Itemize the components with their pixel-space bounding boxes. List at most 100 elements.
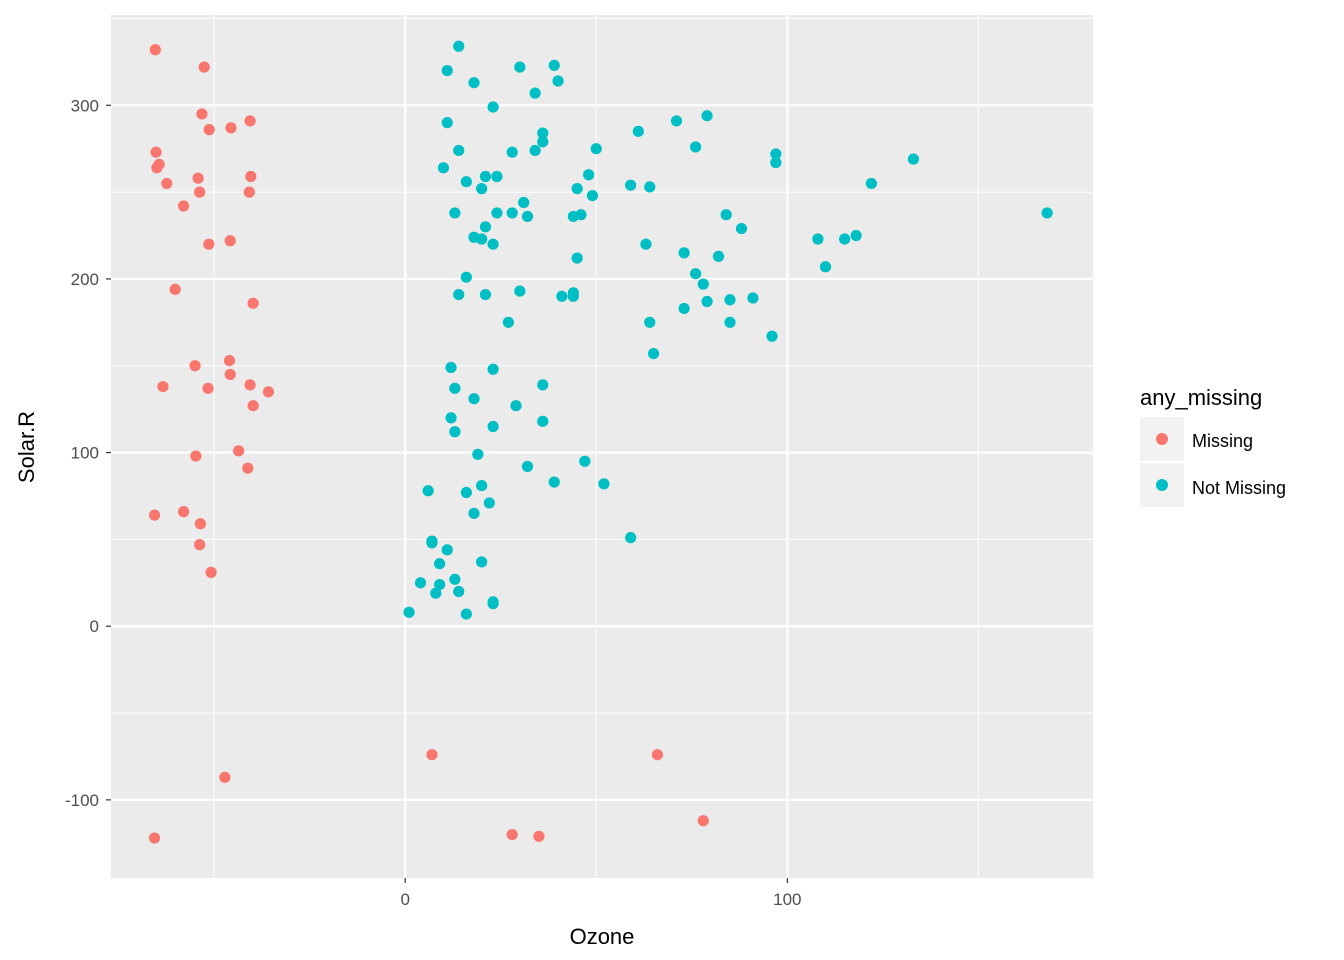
point-not-missing bbox=[747, 292, 759, 304]
point-not-missing bbox=[441, 544, 453, 556]
point-missing bbox=[233, 445, 245, 457]
point-not-missing bbox=[483, 497, 495, 509]
point-missing bbox=[194, 186, 206, 198]
point-not-missing bbox=[640, 238, 652, 250]
point-missing bbox=[242, 462, 254, 474]
point-not-missing bbox=[850, 229, 862, 242]
point-missing bbox=[426, 749, 438, 761]
x-axis-title: Ozone bbox=[570, 924, 635, 949]
point-missing bbox=[533, 830, 545, 842]
point-not-missing bbox=[506, 146, 518, 158]
point-not-missing bbox=[625, 532, 637, 544]
legend-marker-not-missing bbox=[1156, 479, 1168, 491]
point-not-missing bbox=[839, 233, 851, 245]
point-missing bbox=[243, 186, 255, 198]
point-missing bbox=[247, 400, 259, 412]
point-not-missing bbox=[865, 177, 877, 190]
point-not-missing bbox=[518, 196, 530, 209]
point-not-missing bbox=[460, 271, 472, 283]
point-not-missing bbox=[487, 101, 499, 113]
point-not-missing bbox=[766, 330, 778, 342]
y-tick-label: 100 bbox=[71, 444, 99, 463]
point-missing bbox=[148, 832, 161, 844]
point-not-missing bbox=[571, 183, 583, 195]
point-not-missing bbox=[441, 117, 453, 129]
point-not-missing bbox=[487, 238, 499, 250]
point-missing bbox=[151, 162, 163, 174]
point-missing bbox=[223, 354, 236, 367]
point-not-missing bbox=[571, 252, 583, 264]
point-missing bbox=[196, 108, 208, 120]
point-not-missing bbox=[479, 288, 492, 301]
point-not-missing bbox=[575, 209, 587, 221]
minor-gridlines bbox=[111, 15, 1093, 878]
point-not-missing bbox=[460, 176, 472, 188]
point-not-missing bbox=[510, 400, 522, 412]
point-missing bbox=[192, 172, 204, 184]
point-not-missing bbox=[632, 125, 644, 137]
point-not-missing bbox=[479, 170, 492, 183]
point-not-missing bbox=[453, 288, 465, 301]
point-not-missing bbox=[819, 261, 832, 273]
x-axis-ticks: 0 100 bbox=[400, 878, 802, 909]
point-not-missing bbox=[724, 294, 736, 306]
point-missing bbox=[169, 283, 181, 295]
point-not-missing bbox=[468, 77, 480, 89]
point-not-missing bbox=[644, 181, 656, 193]
point-not-missing bbox=[720, 209, 732, 221]
point-not-missing bbox=[403, 606, 415, 618]
point-missing bbox=[506, 828, 518, 841]
point-not-missing bbox=[567, 287, 579, 299]
point-not-missing bbox=[537, 127, 549, 139]
point-not-missing bbox=[472, 448, 484, 460]
point-missing bbox=[203, 238, 215, 250]
point-missing bbox=[150, 146, 162, 158]
point-not-missing bbox=[449, 573, 461, 585]
major-gridlines bbox=[111, 15, 1093, 878]
y-tick-label: 0 bbox=[90, 617, 99, 636]
point-not-missing bbox=[514, 285, 526, 297]
point-not-missing bbox=[670, 115, 683, 127]
point-not-missing bbox=[647, 348, 660, 360]
point-not-missing bbox=[476, 479, 488, 492]
y-tick-label: -100 bbox=[65, 791, 99, 810]
point-not-missing bbox=[1041, 207, 1053, 219]
point-missing bbox=[205, 566, 217, 578]
data-points bbox=[148, 40, 1053, 844]
y-tick-label: 200 bbox=[71, 270, 99, 289]
y-axis-title: Solar.R bbox=[14, 411, 39, 483]
point-missing bbox=[189, 360, 201, 372]
point-not-missing bbox=[812, 233, 824, 245]
point-missing bbox=[198, 61, 210, 73]
point-missing bbox=[149, 44, 161, 56]
y-tick-label: 300 bbox=[71, 96, 99, 115]
point-not-missing bbox=[552, 75, 564, 87]
point-not-missing bbox=[644, 316, 656, 328]
point-missing bbox=[194, 518, 207, 530]
point-not-missing bbox=[422, 485, 434, 497]
point-not-missing bbox=[430, 587, 442, 599]
point-not-missing bbox=[437, 162, 450, 174]
point-missing bbox=[203, 124, 215, 136]
point-not-missing bbox=[598, 478, 610, 490]
point-not-missing bbox=[537, 379, 549, 391]
point-not-missing bbox=[445, 412, 457, 424]
point-not-missing bbox=[502, 316, 514, 328]
point-missing bbox=[225, 122, 237, 134]
plot-panel bbox=[111, 15, 1093, 878]
point-missing bbox=[190, 450, 202, 462]
point-not-missing bbox=[426, 537, 438, 549]
point-not-missing bbox=[441, 64, 453, 77]
point-not-missing bbox=[548, 59, 560, 71]
point-missing bbox=[247, 297, 259, 309]
point-not-missing bbox=[453, 144, 465, 157]
point-not-missing bbox=[476, 556, 488, 568]
point-not-missing bbox=[491, 170, 503, 183]
point-not-missing bbox=[449, 382, 461, 394]
legend-label-not-missing: Not Missing bbox=[1192, 478, 1286, 498]
point-not-missing bbox=[521, 460, 534, 473]
y-axis-ticks: -100 0 100 200 300 bbox=[65, 96, 111, 810]
point-missing bbox=[697, 815, 709, 827]
point-not-missing bbox=[491, 207, 503, 219]
